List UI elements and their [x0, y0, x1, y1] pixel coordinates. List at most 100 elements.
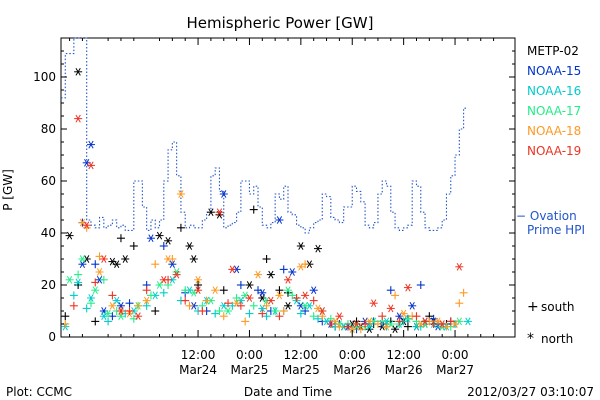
marker-stroke [319, 307, 325, 315]
marker-legend-north-symbol: * [527, 331, 534, 347]
marker-stroke [353, 320, 360, 328]
noaa-19-north-point [403, 283, 412, 292]
noaa-16-north-point [74, 278, 83, 287]
metp-02-north-point [206, 208, 215, 217]
marker-stroke [233, 299, 240, 308]
noaa-19-south-point [125, 307, 134, 315]
marker-stroke [409, 301, 415, 310]
noaa-19-north-point [215, 208, 224, 217]
metp-02-north-point [296, 242, 305, 250]
noaa-18-south-point [151, 260, 160, 269]
noaa-17-south-point [309, 312, 318, 321]
marker-stroke [349, 325, 355, 334]
marker-stroke [259, 288, 265, 297]
noaa-19-south-point [198, 307, 207, 315]
marker-stroke [276, 291, 283, 300]
marker-stroke [109, 257, 116, 266]
marker-stroke [165, 255, 171, 263]
noaa-15-south-point [386, 286, 395, 295]
marker-stroke [92, 286, 98, 295]
noaa-17-north-point [284, 286, 292, 295]
noaa-17-north-point [91, 286, 100, 295]
noaa-19-south-point [224, 299, 233, 308]
noaa-19-south-point [69, 301, 78, 310]
marker-stroke [285, 286, 291, 295]
metp-02-south-point [275, 286, 284, 295]
marker-stroke [114, 260, 120, 269]
marker-stroke [268, 296, 274, 305]
marker-stroke [96, 268, 103, 276]
metp-02-south-point [151, 307, 160, 315]
marker-stroke [169, 260, 175, 269]
marker-stroke [109, 301, 116, 310]
noaa-18-south-point [241, 317, 250, 326]
metp-02-north-point [266, 270, 275, 279]
chart-title: Hemispheric Power [GW] [187, 14, 374, 32]
noaa-17-north-point [65, 275, 74, 284]
marker-stroke [401, 309, 407, 318]
marker-stroke [135, 312, 141, 321]
metp-02-south-point [116, 234, 125, 243]
noaa-15-south-point [301, 307, 310, 315]
noaa-18-north-point [399, 309, 408, 318]
marker-stroke [84, 255, 90, 263]
noaa-18-north-point [194, 275, 203, 284]
y-tick-label: 100 [33, 70, 56, 84]
noaa-19-south-point [309, 296, 318, 305]
noaa-17-north-point [155, 281, 164, 289]
noaa-18-north-point [95, 268, 104, 276]
noaa-17-south-point [99, 275, 108, 284]
noaa-19-south-point [343, 322, 352, 331]
noaa-19-north-point [116, 307, 125, 315]
marker-stroke [101, 255, 107, 263]
marker-stroke [169, 275, 175, 284]
marker-stroke [422, 317, 428, 326]
noaa-19-south-point [236, 301, 245, 310]
noaa-19-north-point [455, 262, 464, 271]
marker-stroke [75, 278, 81, 287]
marker-stroke [242, 291, 248, 300]
noaa-17-south-point [249, 301, 258, 310]
noaa-16-south-point [69, 291, 78, 300]
noaa-19-north-point [335, 312, 344, 321]
noaa-19-south-point [395, 317, 404, 326]
x-tick-date-label: Mar27 [436, 363, 474, 377]
legend-entry-noaa-16: NOAA-16 [527, 84, 581, 98]
metp-02-north-point [391, 325, 400, 334]
noaa-17-north-point [78, 255, 87, 263]
noaa-19-south-point [326, 320, 335, 328]
noaa-16-south-point [313, 314, 322, 323]
metp-02-north-point [155, 231, 164, 240]
x-tick-date-label: Mar26 [385, 363, 423, 377]
marker-stroke [302, 291, 308, 300]
marker-stroke [315, 304, 321, 313]
noaa-19-south-point [429, 320, 438, 328]
marker-stroke [371, 299, 377, 308]
metp-02-south-point [176, 223, 185, 232]
noaa-15-north-point [288, 268, 297, 276]
marker-stroke [289, 268, 295, 276]
noaa-15-north-point [258, 288, 267, 297]
y-tick-label: 0 [48, 330, 56, 344]
noaa-18-north-point [176, 190, 185, 198]
noaa-18-north-point [296, 262, 305, 271]
marker-stroke [285, 301, 291, 310]
noaa-16-south-point [245, 309, 254, 318]
marker-stroke [156, 231, 163, 240]
noaa-16-south-point [142, 301, 151, 310]
noaa-19-north-point [172, 270, 181, 279]
marker-stroke [315, 244, 321, 253]
noaa-17-south-point [146, 291, 155, 300]
noaa-19-north-point [301, 291, 310, 300]
noaa-19-north-point [86, 161, 95, 170]
marker-stroke [276, 216, 283, 224]
marker-stroke [144, 296, 150, 305]
noaa-18-north-point [142, 296, 151, 305]
metp-02-south-point [262, 255, 271, 263]
metp-02-north-point [74, 67, 83, 76]
x-tick-time-label: 12:00 [386, 348, 421, 362]
marker-stroke [208, 208, 214, 217]
noaa-18-north-point [108, 301, 117, 310]
marker-stroke [465, 317, 471, 326]
